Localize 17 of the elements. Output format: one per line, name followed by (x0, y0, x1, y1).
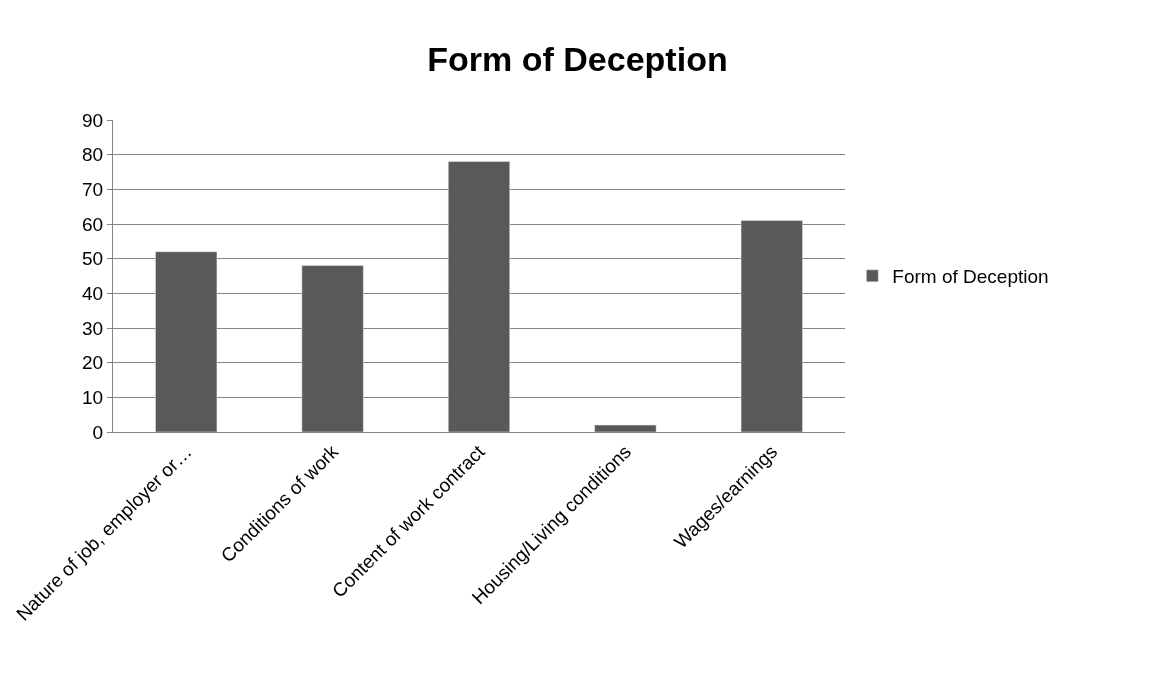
bar (594, 424, 657, 432)
y-tick-label: 0 (92, 421, 104, 443)
y-tick-label: 90 (82, 109, 104, 131)
bar (301, 265, 364, 432)
legend-label: Form of Deception (892, 266, 1049, 288)
chart-title: Form of Deception (427, 40, 728, 79)
y-tick-label: 80 (82, 144, 104, 166)
y-tick-label: 10 (82, 386, 104, 408)
bar (155, 251, 218, 432)
y-tick-label: 40 (82, 282, 104, 304)
bar (448, 161, 510, 432)
y-tick-label: 20 (82, 352, 104, 374)
y-tick-label: 60 (82, 213, 104, 235)
y-tick-label: 70 (82, 178, 104, 200)
bar (740, 220, 803, 432)
y-tick-label: 50 (82, 248, 104, 270)
y-tick-label: 30 (82, 317, 104, 339)
